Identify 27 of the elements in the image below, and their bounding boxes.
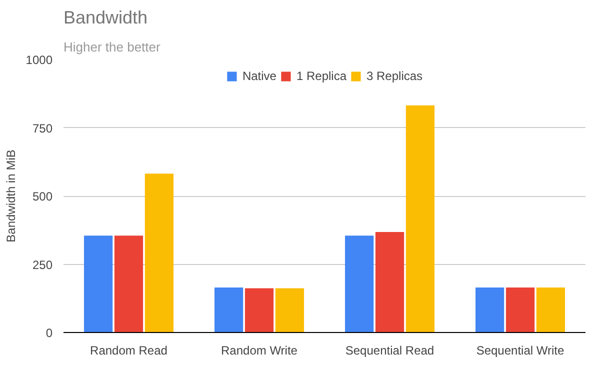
x-tick-label: Random Read — [90, 344, 168, 358]
y-tick-label: 1000 — [26, 53, 53, 67]
y-tick-label: 0 — [46, 326, 53, 340]
y-tick-label: 250 — [32, 258, 53, 272]
y-tick-label: 500 — [32, 190, 53, 204]
bar — [344, 236, 374, 332]
bar — [144, 174, 174, 332]
bar — [84, 236, 113, 332]
legend-label: Native — [242, 69, 276, 83]
bar — [536, 287, 566, 332]
bar — [375, 232, 404, 332]
bar — [114, 236, 144, 332]
chart-subtitle: Higher the better — [64, 40, 162, 54]
bar — [406, 105, 435, 332]
bar — [475, 287, 504, 332]
y-tick-label: 750 — [32, 121, 53, 136]
x-tick-label: Sequential Write — [476, 344, 564, 358]
bar — [506, 287, 535, 332]
legend-label: 3 Replicas — [366, 69, 423, 83]
bar — [214, 287, 244, 332]
chart-title: Bandwidth — [64, 8, 148, 28]
x-tick-label: Random Write — [221, 344, 298, 358]
bar — [275, 288, 304, 332]
y-axis-title: Bandwidth in MiB — [4, 150, 18, 242]
legend-label: 1 Replica — [296, 69, 347, 83]
bar — [244, 288, 274, 332]
x-tick-label: Sequential Read — [345, 344, 434, 358]
